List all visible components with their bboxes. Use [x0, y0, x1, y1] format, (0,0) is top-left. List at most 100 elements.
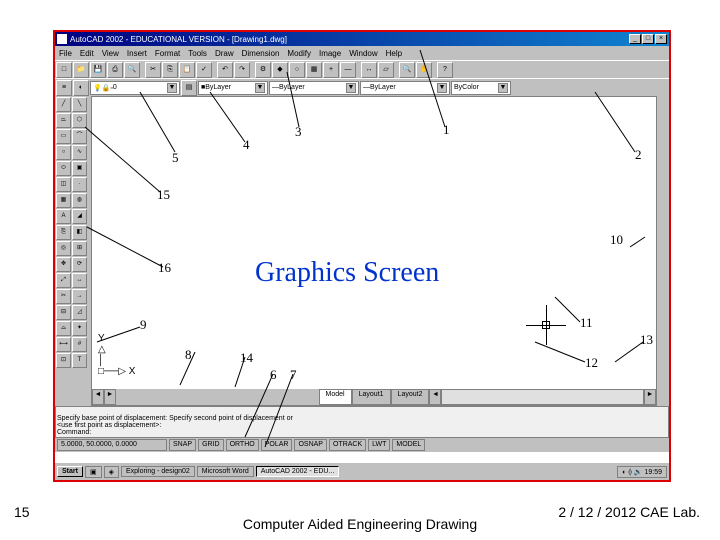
layer-combo[interactable]: 💡🔒▫ 0▼	[90, 81, 180, 95]
trim-icon[interactable]: ✂	[56, 289, 71, 304]
polygon-icon[interactable]: ⬡	[72, 113, 87, 128]
command-line[interactable]: Specify base point of displacement: Spec…	[55, 406, 669, 438]
menu-format[interactable]: Format	[155, 49, 180, 58]
insert-icon[interactable]: ▣	[72, 161, 87, 176]
quicklaunch2-icon[interactable]: ◈	[104, 466, 119, 478]
tab-layout2[interactable]: Layout2	[391, 389, 430, 405]
tool-icon[interactable]: ⚙	[255, 62, 271, 78]
pline-icon[interactable]: ⏢	[56, 113, 71, 128]
task-word[interactable]: Microsoft Word	[197, 466, 254, 477]
dist-icon[interactable]: ↔	[361, 62, 377, 78]
menu-window[interactable]: Window	[349, 49, 377, 58]
tool4-icon[interactable]: ▦	[306, 62, 322, 78]
text-icon[interactable]: A	[56, 209, 71, 224]
menu-image[interactable]: Image	[319, 49, 341, 58]
ellipse-icon[interactable]: ⬭	[56, 161, 71, 176]
help-icon[interactable]: ?	[437, 62, 453, 78]
hscroll-right-icon[interactable]: ►	[644, 389, 656, 405]
drawing-area[interactable]: Y △ │ □──▷ X ◄► Model Layout1 Layout2 ◄►	[91, 96, 657, 406]
mtext-icon[interactable]: T	[72, 353, 87, 368]
new-icon[interactable]: □	[56, 62, 72, 78]
open-icon[interactable]: 📁	[73, 62, 89, 78]
snap2-icon[interactable]: ⊡	[56, 353, 71, 368]
menu-tools[interactable]: Tools	[188, 49, 207, 58]
menu-modify[interactable]: Modify	[287, 49, 311, 58]
layer-icon[interactable]: ≡	[56, 80, 72, 96]
pan-icon[interactable]: ✋	[416, 62, 432, 78]
tool3-icon[interactable]: ○	[289, 62, 305, 78]
scroll-left-icon[interactable]: ◄	[92, 389, 104, 405]
layertool-icon[interactable]: ▤	[181, 80, 197, 96]
arc-icon[interactable]: ⌒	[72, 129, 87, 144]
menu-insert[interactable]: Insert	[127, 49, 147, 58]
hatch-icon[interactable]: ▦	[56, 193, 71, 208]
system-tray[interactable]: ◐ ⟠ 🔊 19:59	[617, 466, 667, 478]
menu-draw[interactable]: Draw	[215, 49, 234, 58]
extend-icon[interactable]: →	[72, 289, 87, 304]
fillet-icon[interactable]: ⌓	[56, 321, 71, 336]
line-icon[interactable]: ╱	[56, 97, 71, 112]
undo-icon[interactable]: ↶	[217, 62, 233, 78]
scroll-right-icon[interactable]: ►	[104, 389, 116, 405]
osnap-toggle[interactable]: OSNAP	[294, 439, 327, 451]
circle-icon[interactable]: ○	[56, 145, 71, 160]
offset-icon[interactable]: ◎	[56, 241, 71, 256]
hscroll-bar[interactable]	[441, 389, 644, 405]
copy-icon[interactable]: ⎘	[162, 62, 178, 78]
vscroll[interactable]	[657, 96, 669, 406]
start-button[interactable]: Start	[57, 466, 83, 477]
spline-icon[interactable]: ∿	[72, 145, 87, 160]
lineweight-combo[interactable]: — ByLayer▼	[360, 81, 450, 95]
region-icon[interactable]: ◍	[72, 193, 87, 208]
erase-icon[interactable]: ◢	[72, 209, 87, 224]
preview-icon[interactable]: 🔍	[124, 62, 140, 78]
color-combo[interactable]: ■ ByLayer▼	[198, 81, 268, 95]
menu-help[interactable]: Help	[386, 49, 402, 58]
ortho-toggle[interactable]: ORTHO	[226, 439, 259, 451]
block-icon[interactable]: ◫	[56, 177, 71, 192]
chamfer-icon[interactable]: ◿	[72, 305, 87, 320]
save-icon[interactable]: 💾	[90, 62, 106, 78]
match-icon[interactable]: ✓	[196, 62, 212, 78]
rect-icon[interactable]: ▭	[56, 129, 71, 144]
linetype-combo[interactable]: — ByLayer▼	[269, 81, 359, 95]
quicklaunch-icon[interactable]: ▣	[85, 466, 102, 478]
tool5-icon[interactable]: +	[323, 62, 339, 78]
explode-icon[interactable]: ✦	[72, 321, 87, 336]
menu-dimension[interactable]: Dimension	[242, 49, 280, 58]
stretch-icon[interactable]: ↔	[72, 273, 87, 288]
zoom-icon[interactable]: 🔍	[399, 62, 415, 78]
grid-toggle[interactable]: GRID	[198, 439, 224, 451]
rotate-icon[interactable]: ⟳	[72, 257, 87, 272]
model-toggle[interactable]: MODEL	[392, 439, 425, 451]
tool6-icon[interactable]: —	[340, 62, 356, 78]
tab-layout1[interactable]: Layout1	[352, 389, 391, 405]
hscroll-left-icon[interactable]: ◄	[429, 389, 441, 405]
minimize-button[interactable]: _	[629, 34, 641, 44]
array-icon[interactable]: ⊞	[72, 241, 87, 256]
grid-icon[interactable]: #	[72, 337, 87, 352]
maximize-button[interactable]: □	[642, 34, 654, 44]
menu-edit[interactable]: Edit	[80, 49, 94, 58]
xline-icon[interactable]: ╲	[72, 97, 87, 112]
plotstyle-combo[interactable]: ByColor▼	[451, 81, 511, 95]
copy2-icon[interactable]: ⎘	[56, 225, 71, 240]
point-icon[interactable]: ·	[72, 177, 87, 192]
layerprev-icon[interactable]: ◐	[73, 80, 89, 96]
otrack-toggle[interactable]: OTRACK	[329, 439, 366, 451]
close-button[interactable]: ×	[655, 34, 667, 44]
tab-model[interactable]: Model	[319, 389, 352, 405]
menu-view[interactable]: View	[102, 49, 119, 58]
tool2-icon[interactable]: ◆	[272, 62, 288, 78]
task-autocad[interactable]: AutoCAD 2002 - EDU...	[256, 466, 340, 477]
menu-file[interactable]: File	[59, 49, 72, 58]
move-icon[interactable]: ✥	[56, 257, 71, 272]
scale-icon[interactable]: ⤢	[56, 273, 71, 288]
task-explorer[interactable]: Exploring - design02	[121, 466, 195, 477]
polar-toggle[interactable]: POLAR	[261, 439, 293, 451]
snap-toggle[interactable]: SNAP	[169, 439, 196, 451]
print-icon[interactable]: ⎙	[107, 62, 123, 78]
lwt-toggle[interactable]: LWT	[368, 439, 390, 451]
mirror-icon[interactable]: ◧	[72, 225, 87, 240]
area-icon[interactable]: ▱	[378, 62, 394, 78]
